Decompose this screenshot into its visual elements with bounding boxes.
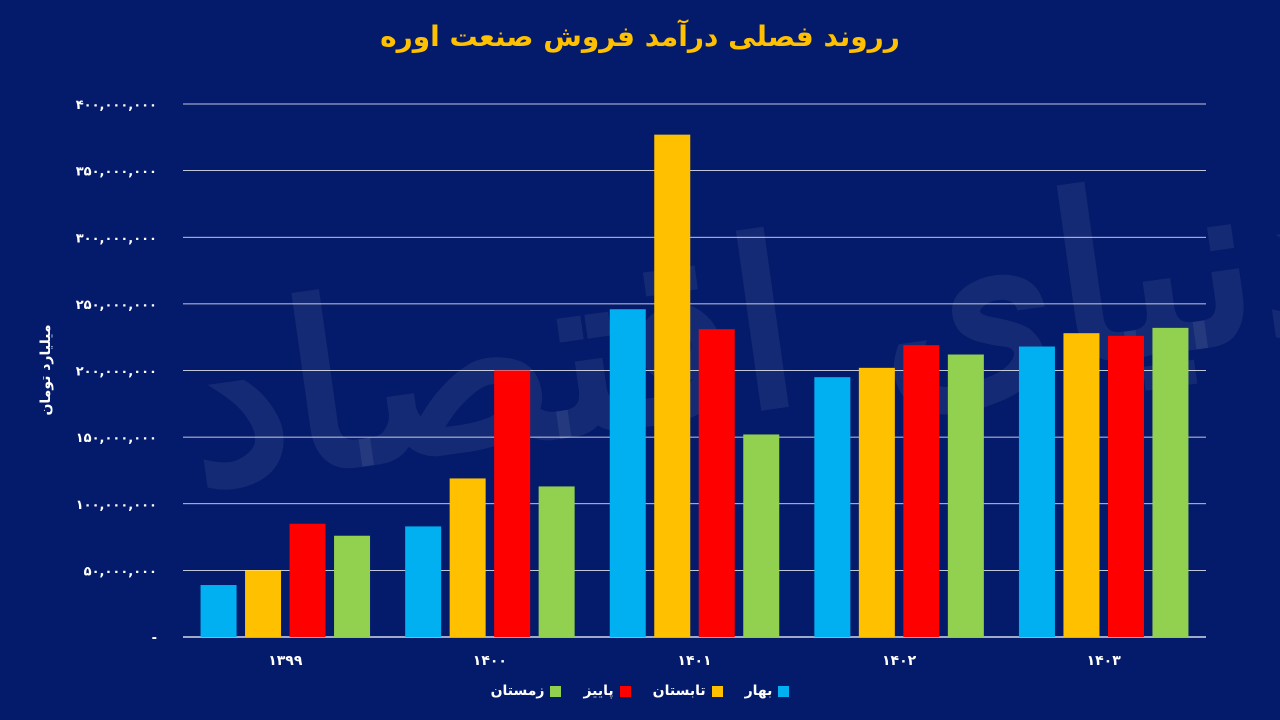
legend-swatch [619, 685, 631, 697]
legend-label: بهار [744, 683, 773, 699]
x-axis-ticks: ۱۳۹۹ ۱۴۰۰ ۱۴۰۱ ۱۴۰۲ ۱۴۰۳ [268, 653, 1121, 669]
x-tick-label: ۱۴۰۲ [882, 653, 917, 669]
bar-2-1 [494, 370, 531, 637]
bar-0-3 [814, 377, 851, 637]
y-axis-label: میلیارد تومان [38, 324, 54, 415]
x-tick-label: ۱۳۹۹ [268, 653, 303, 669]
bar-3-1 [538, 486, 575, 637]
legend-item: تابستان [653, 683, 723, 699]
legend-label: پاییز [583, 683, 614, 699]
bar-1-2 [654, 134, 691, 637]
y-tick-label: ۵۰,۰۰۰,۰۰۰ [84, 564, 157, 579]
x-tick-label: ۱۴۰۱ [677, 653, 711, 669]
y-tick-label: ۴۰۰,۰۰۰,۰۰۰ [76, 98, 157, 113]
y-tick-label: ۳۵۰,۰۰۰,۰۰۰ [76, 165, 157, 180]
y-axis-ticks: - ۵۰,۰۰۰,۰۰۰ ۱۰۰,۰۰۰,۰۰۰ ۱۵۰,۰۰۰,۰۰۰ ۲۰۰,۰۰۰… [76, 98, 157, 646]
y-tick-label: ۳۰۰,۰۰۰,۰۰۰ [76, 231, 157, 246]
legend-swatch [778, 685, 790, 697]
bar-2-3 [903, 345, 940, 637]
legend-item: پاییز [583, 683, 631, 699]
bar-0-4 [1018, 346, 1055, 637]
legend-swatch [711, 685, 723, 697]
legend-label: تابستان [652, 683, 706, 699]
legend-swatch [550, 685, 562, 697]
bar-1-1 [449, 478, 486, 637]
bar-1-3 [858, 367, 895, 637]
bar-3-2 [743, 434, 780, 637]
legend-label: زمستان [490, 683, 545, 699]
bar-2-0 [289, 523, 326, 637]
y-tick-label: ۲۰۰,۰۰۰,۰۰۰ [76, 365, 157, 380]
bar-3-0 [334, 535, 371, 637]
x-tick-label: ۱۴۰۳ [1087, 653, 1122, 669]
bar-0-0 [200, 585, 237, 637]
chart-title: رروند فصلی درآمد فروش صنعت اوره [380, 20, 900, 53]
bar-2-2 [698, 329, 735, 637]
bar-0-2 [609, 309, 646, 637]
x-tick-label: ۱۴۰۰ [473, 653, 507, 669]
legend-item: بهار [745, 683, 790, 699]
bar-3-3 [947, 354, 984, 637]
y-tick-label: ۲۵۰,۰۰۰,۰۰۰ [76, 298, 157, 313]
y-tick-label: - [152, 631, 157, 646]
bar-2-4 [1107, 335, 1144, 637]
bar-1-4 [1063, 333, 1100, 637]
legend: بهار تابستان پاییز زمستان [0, 683, 1280, 699]
bar-1-0 [245, 570, 282, 637]
y-tick-label: ۱۰۰,۰۰۰,۰۰۰ [76, 498, 157, 513]
bar-0-1 [405, 526, 442, 637]
y-tick-label: ۱۵۰,۰۰۰,۰۰۰ [76, 431, 157, 446]
bars [200, 134, 1189, 637]
bar-3-4 [1152, 327, 1189, 637]
legend-item: زمستان [491, 683, 562, 699]
